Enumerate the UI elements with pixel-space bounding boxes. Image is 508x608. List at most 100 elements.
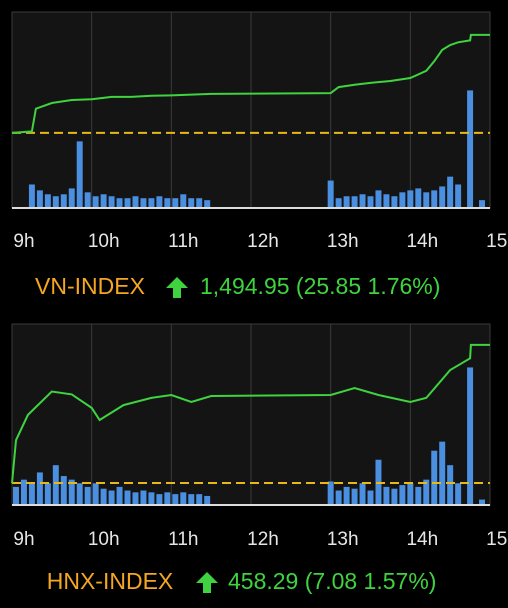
up-arrow [166,277,188,298]
volume-bar [479,200,486,208]
price-line [11,343,490,484]
volume-bar [108,490,115,505]
x-tick-label: 14h [406,231,438,252]
volume-bar [431,450,438,505]
volume-bar [44,194,51,208]
volume-bar [84,192,91,208]
volume-bar [188,198,195,208]
x-tick-label: 12h [247,529,279,550]
volume-bar [164,198,171,208]
x-tick-label: 13h [327,231,359,252]
volume-bar [391,488,398,505]
x-tick-label: 9h [13,231,34,252]
volume-bar [20,479,27,505]
x-tick-label: 15h [486,231,508,252]
index-summary: 1,494.95 (25.85 1.76%) [200,273,440,299]
volume-bar [76,483,83,505]
volume-bar [367,490,374,505]
volume-bar [108,196,115,208]
volume-bar [204,495,211,505]
volume-bar [52,196,59,208]
volume-bar [100,194,107,208]
volume-bar [28,184,35,208]
volume-bar [92,483,99,505]
up-arrow [196,572,218,593]
volume-bar [36,190,43,208]
volume-bar [447,176,454,208]
volume-bar [399,485,406,505]
index-summary: 458.29 (7.08 1.57%) [228,568,436,594]
volume-bar [132,492,139,505]
volume-bar [12,486,19,505]
volume-bar [343,486,350,505]
volume-bar [455,483,462,505]
x-tick-label: 14h [406,529,438,550]
volume-bar [52,465,59,505]
index-name: HNX-INDEX [47,568,174,594]
volume-bar [140,198,147,208]
volume-bar [467,90,474,208]
volume-bar [204,200,211,208]
volume-bar [44,483,51,505]
volume-bar [415,188,422,208]
volume-bar [439,186,446,208]
volume-bar [68,479,75,505]
volume-bar [423,479,430,505]
volume-bar [391,196,398,208]
volume-bar [140,490,147,505]
volume-bar [60,476,67,505]
volume-bar [148,198,155,208]
volume-bar [76,141,83,208]
x-tick-label: 9h [13,529,34,550]
volume-bar [351,196,358,208]
volume-bar [367,196,374,208]
volume-bar [479,499,486,505]
volume-bar [36,472,43,505]
volume-bar [399,192,406,208]
volume-bar [68,188,75,208]
volume-bar [188,494,195,505]
x-tick-label: 13h [327,529,359,550]
volume-bar [423,192,430,208]
volume-bar [359,194,366,208]
volume-bar [196,198,203,208]
x-tick-label: 12h [247,231,279,252]
volume-bar [124,490,131,505]
volume-bar [172,494,179,505]
volume-bar [343,196,350,208]
volume-bar [148,492,155,505]
x-tick-label: 11h [168,231,198,252]
volume-bar [439,441,446,505]
volume-bar [327,481,334,505]
volume-bar [28,483,35,505]
volume-bar [124,198,131,208]
volume-bar [467,367,474,505]
volume-bar [92,196,99,208]
volume-bar [431,190,438,208]
volume-bar [335,490,342,505]
volume-bar [375,190,382,208]
volume-bar [407,190,414,208]
volume-bar [351,488,358,505]
volume-bar [60,194,67,208]
volume-bar [172,198,179,208]
x-tick-label: 11h [168,529,198,550]
volume-bar [327,180,334,208]
volume-bar [383,486,390,505]
volume-bar [116,198,123,208]
volume-bar [164,492,171,505]
volume-bar [447,465,454,505]
volume-bar [156,196,163,208]
volume-bar [180,492,187,505]
volume-bar [116,486,123,505]
volume-bar [383,194,390,208]
index-name: VN-INDEX [35,273,145,299]
volume-bar [335,198,342,208]
volume-bar [180,194,187,208]
volume-bar [100,488,107,505]
volume-bar [359,483,366,505]
volume-bar [156,494,163,505]
x-tick-label: 10h [88,529,120,550]
price-line [11,33,490,134]
